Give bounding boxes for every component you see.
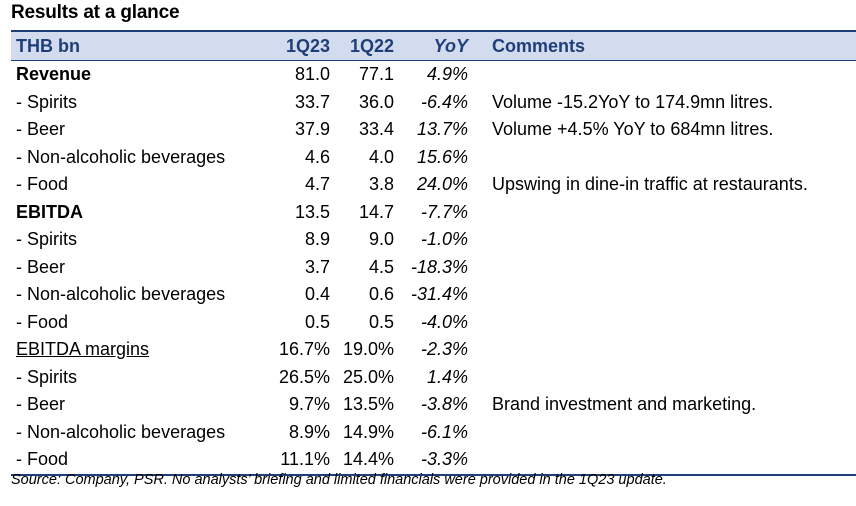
cell-1q23: 4.7: [304, 174, 330, 195]
cell-yoy: -1.0%: [420, 229, 468, 250]
table-row: - Spirits 8.9 9.0 -1.0%: [11, 226, 856, 254]
table-row: - Non-alcoholic beverages 8.9% 14.9% -6.1%: [11, 419, 856, 447]
table-row: Revenue 81.0 77.1 4.9%: [11, 61, 856, 89]
table-row: - Spirits 26.5% 25.0% 1.4%: [11, 364, 856, 392]
cell-1q22: 33.4: [358, 119, 394, 140]
row-label: - Spirits: [16, 91, 78, 112]
table-row: - Food 11.1% 14.4% -3.3%: [11, 446, 856, 474]
row-label: Revenue: [16, 64, 92, 85]
row-label: - Spirits: [16, 366, 78, 387]
row-label: - Non-alcoholic beverages: [16, 284, 226, 305]
row-label: - Non-alcoholic beverages: [16, 421, 226, 442]
row-label: - Beer: [16, 119, 66, 140]
row-label: - Non-alcoholic beverages: [16, 146, 226, 167]
cell-comment: Volume +4.5% YoY to 684mn litres.: [492, 119, 774, 140]
cell-1q22: 0.6: [368, 284, 394, 305]
cell-1q22: 36.0: [358, 91, 394, 112]
cell-1q22: 14.7: [358, 201, 394, 222]
header-label: THB bn: [16, 35, 80, 56]
table-row: - Food 0.5 0.5 -4.0%: [11, 309, 856, 337]
cell-1q22: 19.0%: [342, 339, 394, 360]
cell-1q22: 25.0%: [342, 366, 394, 387]
table-header-row: THB bn 1Q23 1Q22 YoY Comments: [11, 32, 856, 61]
row-label: EBITDA: [16, 201, 83, 222]
cell-1q22: 4.5: [368, 256, 394, 277]
cell-1q22: 9.0: [368, 229, 394, 250]
cell-1q23: 8.9%: [288, 421, 330, 442]
source-note: Source: Company, PSR. No analysts’ brief…: [11, 472, 667, 488]
cell-yoy: -7.7%: [420, 201, 468, 222]
cell-1q22: 0.5: [368, 311, 394, 332]
cell-1q23: 9.7%: [288, 394, 330, 415]
cell-yoy: 4.9%: [426, 64, 468, 85]
table-row: - Beer 9.7% 13.5% -3.8% Brand investment and…: [11, 391, 856, 419]
cell-1q23: 11.1%: [280, 449, 330, 470]
cell-yoy: 15.6%: [416, 146, 468, 167]
cell-1q22: 14.9%: [342, 421, 394, 442]
table-row: - Beer 3.7 4.5 -18.3%: [11, 254, 856, 282]
cell-yoy: -3.3%: [420, 449, 468, 470]
row-label: - Food: [16, 449, 69, 470]
cell-yoy: 24.0%: [416, 174, 468, 195]
cell-yoy: -4.0%: [420, 311, 468, 332]
row-label: - Food: [16, 311, 69, 332]
cell-1q22: 3.8: [368, 174, 394, 195]
header-1q23: 1Q23: [285, 35, 330, 56]
cell-1q22: 14.4%: [342, 449, 394, 470]
cell-yoy: 1.4%: [426, 366, 468, 387]
cell-1q22: 13.5%: [342, 394, 394, 415]
cell-1q23: 81.0: [294, 64, 330, 85]
cell-1q23: 3.7: [304, 256, 330, 277]
table-row: EBITDA margins 16.7% 19.0% -2.3%: [11, 336, 856, 364]
header-yoy: YoY: [433, 35, 468, 56]
row-label: - Beer: [16, 394, 66, 415]
cell-1q23: 0.5: [304, 311, 330, 332]
table-row: - Food 4.7 3.8 24.0% Upswing in dine-in traf…: [11, 171, 856, 199]
cell-1q23: 33.7: [294, 91, 330, 112]
cell-1q23: 16.7%: [278, 339, 330, 360]
table-title: Results at a glance: [11, 2, 180, 23]
cell-comment: Brand investment and marketing.: [492, 394, 757, 415]
cell-1q22: 77.1: [358, 64, 394, 85]
cell-1q23: 8.9: [304, 229, 330, 250]
row-label: - Spirits: [16, 229, 78, 250]
header-1q22: 1Q22: [349, 35, 394, 56]
row-label-text: EBITDA margins: [16, 339, 150, 360]
cell-1q23: 0.4: [304, 284, 330, 305]
row-label: - Beer: [16, 256, 66, 277]
cell-1q22: 4.0: [368, 146, 394, 167]
cell-yoy: -31.4%: [410, 284, 468, 305]
cell-comment: Upswing in dine-in traffic at restaurant…: [492, 174, 808, 195]
cell-1q23: 13.5: [294, 201, 330, 222]
row-label: - Food: [16, 174, 69, 195]
row-label: EBITDA margins: [11, 339, 266, 360]
cell-1q23: 26.5%: [278, 366, 330, 387]
header-comments: Comments: [492, 35, 586, 56]
cell-yoy: -18.3%: [410, 256, 468, 277]
table-row: EBITDA 13.5 14.7 -7.7%: [11, 199, 856, 227]
table-body: Revenue 81.0 77.1 4.9% - Spirits 33.7 36.0 -6.…: [11, 61, 856, 474]
cell-yoy: -3.8%: [420, 394, 468, 415]
cell-comment: Volume -15.2YoY to 174.9mn litres.: [492, 91, 774, 112]
table-row: - Non-alcoholic beverages 0.4 0.6 -31.4%: [11, 281, 856, 309]
table-row: - Non-alcoholic beverages 4.6 4.0 15.6%: [11, 144, 856, 172]
results-table: THB bn 1Q23 1Q22 YoY Comments Revenue 81.…: [11, 30, 856, 476]
table-row: - Beer 37.9 33.4 13.7% Volume +4.5% YoY to 6…: [11, 116, 856, 144]
cell-1q23: 4.6: [304, 146, 330, 167]
cell-yoy: 13.7%: [416, 119, 468, 140]
table-row: - Spirits 33.7 36.0 -6.4% Volume -15.2YoY to…: [11, 89, 856, 117]
cell-1q23: 37.9: [294, 119, 330, 140]
cell-yoy: -6.4%: [420, 91, 468, 112]
cell-yoy: -6.1%: [420, 421, 468, 442]
cell-yoy: -2.3%: [420, 339, 468, 360]
